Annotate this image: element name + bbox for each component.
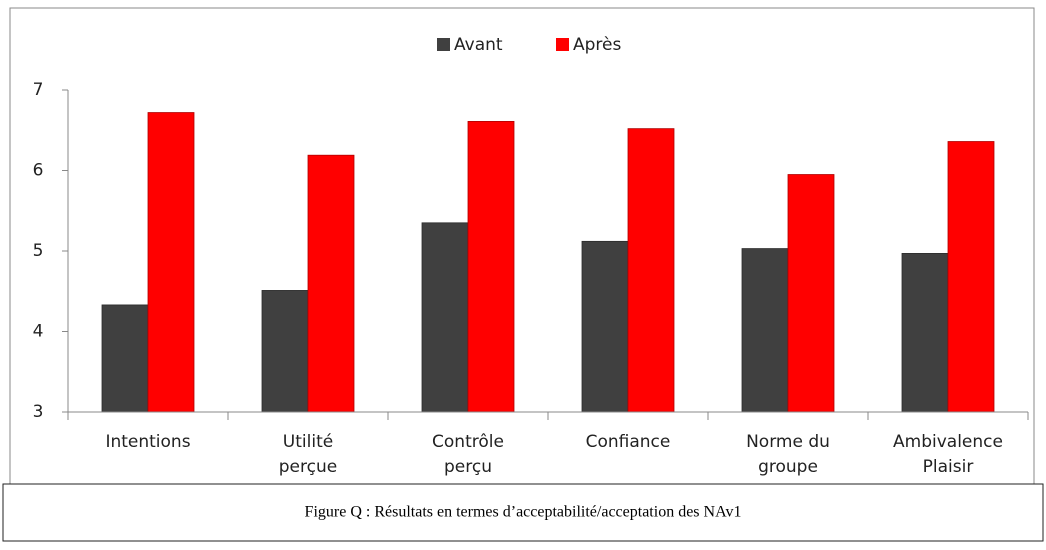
- bar: [261, 290, 309, 413]
- y-tick-label: 7: [33, 80, 44, 100]
- bar: [307, 154, 355, 413]
- legend-label: Avant: [454, 35, 503, 55]
- x-tick-label: Contrôle perçu: [432, 432, 504, 477]
- x-tick-label: Intentions: [105, 432, 190, 452]
- caption: Figure Q : Résultats en termes d’accepta…: [305, 504, 742, 521]
- legend-swatch: [437, 38, 450, 51]
- y-tick-label: 6: [33, 161, 44, 181]
- bar: [947, 141, 995, 413]
- bar: [901, 253, 949, 413]
- y-tick-label: 4: [33, 322, 44, 342]
- bar: [421, 222, 469, 413]
- bar: [147, 112, 195, 413]
- x-tick-label: Confiance: [586, 432, 671, 452]
- x-tick-label: Ambivalence Plaisir: [893, 432, 1003, 477]
- bar: [787, 174, 835, 413]
- x-tick-label: Norme du groupe: [746, 432, 830, 477]
- caption-box: [2, 483, 1044, 542]
- bar: [581, 240, 629, 413]
- bar: [627, 128, 675, 413]
- x-tick-label: Utilité perçue: [279, 432, 337, 477]
- y-tick-label: 3: [33, 402, 44, 422]
- y-tick-label: 5: [33, 241, 44, 261]
- legend-swatch: [556, 38, 569, 51]
- bar: [467, 120, 515, 413]
- bar: [741, 248, 789, 413]
- bar: [101, 304, 149, 413]
- legend-label: Après: [573, 35, 621, 55]
